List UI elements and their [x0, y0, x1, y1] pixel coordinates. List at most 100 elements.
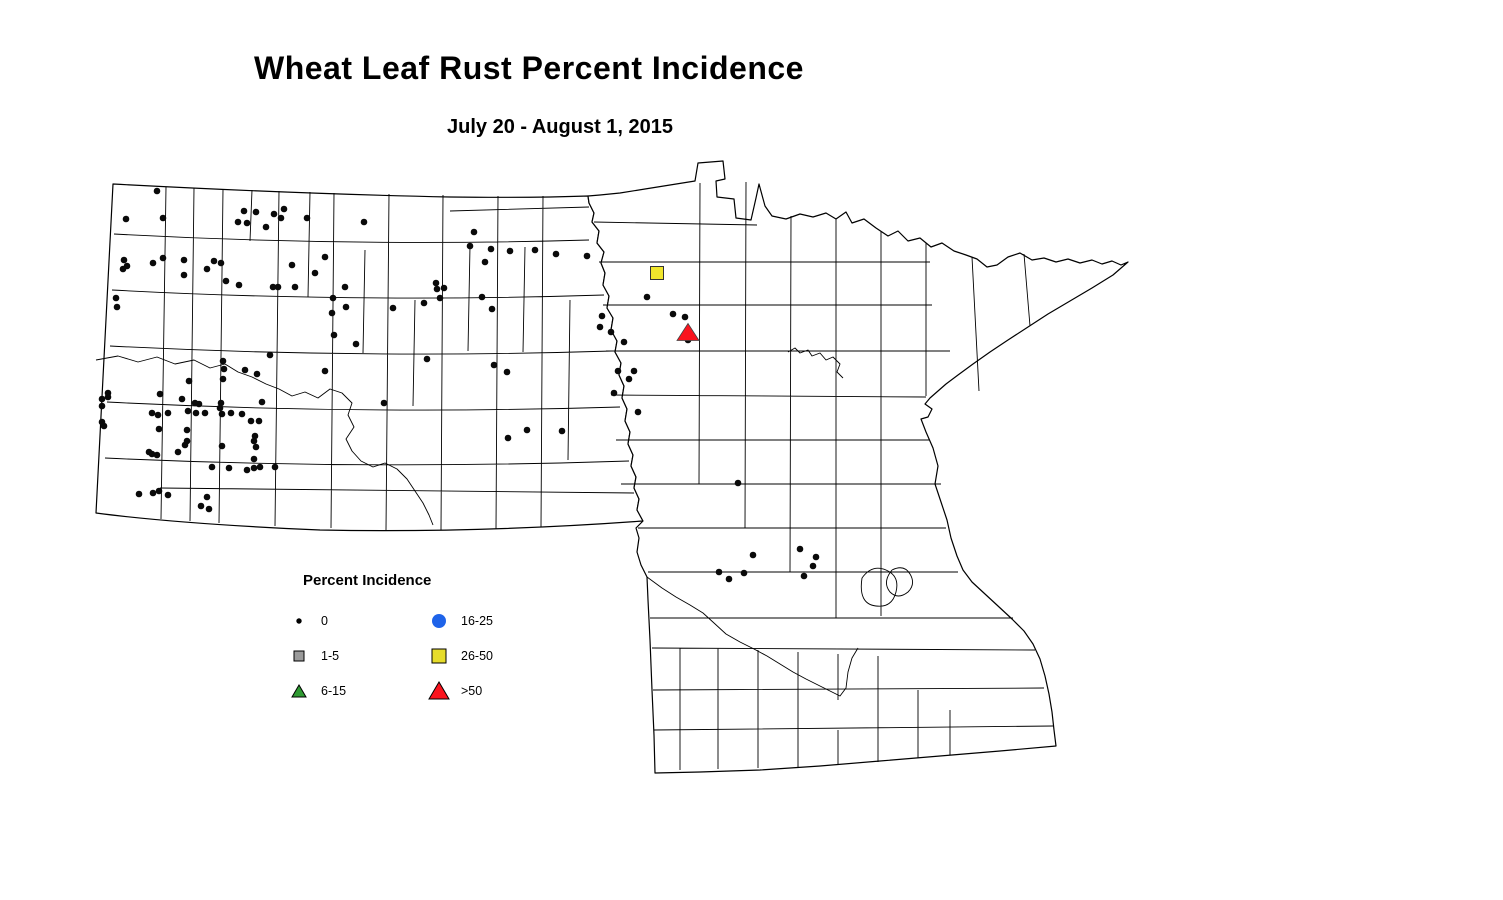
incidence-dot — [159, 254, 167, 262]
incidence-dot — [481, 258, 489, 266]
incidence-dot — [270, 210, 278, 218]
incidence-dot — [217, 399, 225, 407]
incidence-dot — [156, 390, 164, 398]
incidence-dot — [252, 208, 260, 216]
incidence-dot — [812, 553, 820, 561]
incidence-dot — [184, 407, 192, 415]
incidence-dot — [490, 361, 498, 369]
incidence-dot — [205, 505, 213, 513]
legend: Percent Incidence 0 16-25 1-5 — [286, 572, 606, 706]
incidence-dot — [552, 250, 560, 258]
incidence-dot — [487, 245, 495, 253]
incidence-dot — [153, 451, 161, 459]
incidence-dot — [506, 247, 514, 255]
incidence-dot — [149, 259, 157, 267]
blue-circle-icon — [432, 613, 446, 628]
legend-item-0: 0 — [286, 605, 426, 636]
incidence-dot — [523, 426, 531, 434]
incidence-dot — [225, 464, 233, 472]
incidence-dot — [241, 366, 249, 374]
incidence-dot — [277, 214, 285, 222]
red-triangle-icon — [428, 680, 450, 699]
incidence-dot — [262, 223, 270, 231]
incidence-dot — [238, 410, 246, 418]
incidence-dot — [330, 331, 338, 339]
incidence-dot — [183, 426, 191, 434]
incidence-dot — [243, 219, 251, 227]
incidence-dot — [164, 409, 172, 417]
legend-item-4: 26-50 — [426, 640, 596, 671]
incidence-dot — [303, 214, 311, 222]
incidence-dot — [250, 455, 258, 463]
legend-item-1: 1-5 — [286, 640, 426, 671]
incidence-dot — [389, 304, 397, 312]
incidence-dot — [734, 479, 742, 487]
incidence-dot — [341, 283, 349, 291]
incidence-dot — [504, 434, 512, 442]
incidence-dot — [164, 491, 172, 499]
incidence-triangle-gt50 — [676, 322, 700, 341]
incidence-dot — [219, 375, 227, 383]
incidence-dot — [250, 464, 258, 472]
incidence-dot — [583, 252, 591, 260]
incidence-dot — [809, 562, 817, 570]
incidence-dot — [154, 411, 162, 419]
incidence-dot — [174, 448, 182, 456]
legend-label: 0 — [321, 613, 328, 628]
incidence-dot — [218, 410, 226, 418]
incidence-dot — [135, 490, 143, 498]
dots-layer — [98, 187, 820, 583]
incidence-dot — [681, 313, 689, 321]
incidence-dot — [100, 422, 108, 430]
incidence-dot — [250, 437, 258, 445]
incidence-dot — [253, 370, 261, 378]
legend-label: 26-50 — [461, 648, 493, 663]
missouri-river — [95, 355, 434, 526]
incidence-square-26-50 — [650, 266, 664, 280]
incidence-dot — [630, 367, 638, 375]
small-dot-icon — [296, 617, 302, 624]
incidence-dot — [251, 432, 259, 440]
incidence-dot — [201, 409, 209, 417]
incidence-dot — [433, 285, 441, 293]
incidence-dot — [227, 409, 235, 417]
incidence-dot — [122, 215, 130, 223]
legend-title: Percent Incidence — [303, 572, 432, 589]
incidence-dot — [112, 294, 120, 302]
incidence-dot — [119, 265, 127, 273]
incidence-dot — [725, 575, 733, 583]
page-title: Wheat Leaf Rust Percent Incidence — [254, 50, 804, 86]
minnesota-outline — [587, 160, 1129, 774]
incidence-dot — [620, 338, 628, 346]
incidence-dot — [192, 409, 200, 417]
incidence-dot — [607, 328, 615, 336]
incidence-dot — [255, 417, 263, 425]
incidence-dot — [503, 368, 511, 376]
incidence-dot — [113, 303, 121, 311]
incidence-dot — [796, 545, 804, 553]
incidence-dot — [800, 572, 808, 580]
incidence-dot — [634, 408, 642, 416]
incidence-dot — [342, 303, 350, 311]
incidence-dot — [180, 271, 188, 279]
incidence-dot — [380, 399, 388, 407]
incidence-dot — [256, 463, 264, 471]
legend-label: 6-15 — [321, 683, 347, 698]
incidence-dot — [203, 265, 211, 273]
incidence-dot — [148, 409, 156, 417]
incidence-dot — [715, 568, 723, 576]
incidence-dot — [234, 218, 242, 226]
incidence-dot — [203, 493, 211, 501]
legend-item-3: 16-25 — [426, 605, 596, 636]
incidence-dot — [149, 489, 157, 497]
incidence-dot — [669, 310, 677, 318]
incidence-dot — [466, 242, 474, 250]
incidence-dot — [432, 279, 440, 287]
incidence-dot — [219, 357, 227, 365]
incidence-dot — [352, 340, 360, 348]
incidence-dot — [596, 323, 604, 331]
incidence-dot — [311, 269, 319, 277]
incidence-dot — [208, 463, 216, 471]
incidence-dot — [269, 283, 277, 291]
